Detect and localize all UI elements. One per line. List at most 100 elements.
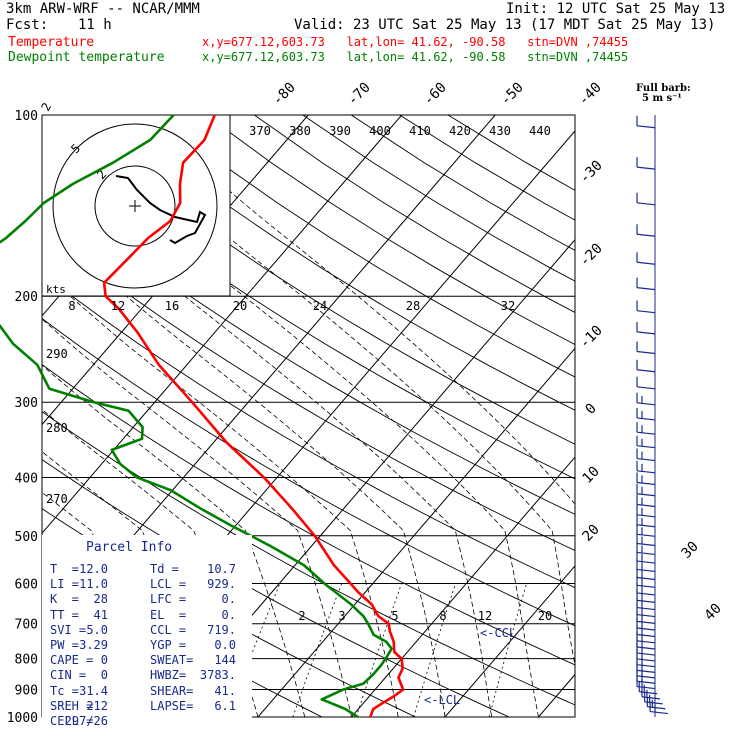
wind-key-label: Full barb:: [636, 83, 691, 94]
isotherm-line: [351, 456, 575, 717]
wind-barb: [636, 685, 656, 690]
pressure-tick-label: 100: [15, 109, 38, 124]
wind-barb: [636, 503, 656, 508]
isotherm-label: -40: [576, 80, 605, 109]
pressure-tick-label: 1000: [7, 711, 38, 726]
wind-barb: [636, 287, 656, 291]
plot-frame: [41, 114, 576, 718]
wind-barb: [636, 233, 656, 237]
dry-adiabat: [108, 115, 575, 411]
theta-e-label: 370: [249, 124, 271, 138]
mixing-ratio-label: 8: [68, 299, 75, 313]
parcel-value: 212: [86, 698, 108, 713]
isotherm-label: 0: [583, 401, 600, 418]
parcel-value: HWBZ=: [150, 668, 187, 683]
dry-adiabat: [399, 115, 575, 221]
wind-barb: [636, 551, 656, 556]
parcel-value: SVI =: [50, 622, 87, 637]
pressure-tick-label: 200: [15, 290, 38, 305]
isotherm-line: [538, 673, 575, 717]
theta-e-label: 420: [449, 124, 471, 138]
mixing-ratio-label: 20: [538, 609, 552, 623]
hodograph-trace: [115, 175, 207, 245]
isotherm-label: 20: [580, 522, 603, 545]
parcel-value: 0.: [221, 592, 236, 607]
moist-adiabat: [42, 364, 306, 717]
dry-adiabat: [60, 115, 575, 445]
mixing-ratio-label: 8: [439, 609, 446, 623]
mixing-ratio-line: [292, 583, 343, 717]
moist-adiabat: [42, 217, 446, 717]
parcel-value: 28: [93, 592, 108, 607]
wind-barb: [636, 445, 656, 449]
wind-barb: [636, 680, 656, 684]
legend-temperature-info: x,y=677.12,603.73 lat,lon= 41.62, -90.58…: [202, 35, 629, 49]
wind-barb: [636, 646, 656, 650]
dry-adiabat: [350, 115, 575, 251]
parcel-value: EL =: [150, 607, 187, 622]
mixing-ratio-label: 12: [478, 609, 492, 623]
forecast-hour: 11 h: [78, 17, 112, 33]
parcel-value: 0: [100, 668, 108, 683]
wind-barb: [636, 675, 656, 679]
hodograph-ring: [94, 165, 176, 247]
theta-e-label: 390: [329, 124, 351, 138]
parcel-value: CELL =: [50, 714, 94, 728]
parcel-value: SWEAT=: [150, 653, 194, 668]
parcel-value: 3.29: [79, 638, 108, 652]
wind-barb: [636, 606, 656, 611]
wind-barb: [636, 493, 656, 497]
mixing-ratio-label: 20: [233, 299, 247, 313]
legend-dewpoint-info: x,y=677.12,603.73 lat,lon= 41.62, -90.58…: [202, 50, 629, 64]
parcel-value: YGP =: [150, 638, 187, 652]
parcel-value: LFC =: [150, 592, 187, 607]
wind-barb: [636, 417, 656, 421]
wind-barb: [636, 350, 656, 355]
wind-barb: [636, 457, 656, 462]
wind-barb: [636, 584, 656, 588]
hodograph-unit: kts: [46, 283, 66, 296]
parcel-value: 11.0: [79, 577, 108, 592]
wind-barb: [636, 331, 656, 335]
wind-barb: [636, 652, 656, 656]
parcel-value: LI =: [50, 577, 79, 592]
moist-adiabat: [147, 115, 575, 505]
legend-dewpoint-name: Dewpoint temperature: [8, 50, 165, 65]
isotherm-label: -60: [421, 80, 450, 109]
wind-barb: [649, 710, 669, 715]
wind-barb: [636, 514, 656, 518]
isotherm-line: [444, 565, 575, 717]
parcel-value: 10.7: [207, 562, 236, 576]
wind-barb: [636, 599, 656, 603]
dry-adiabat: [42, 183, 575, 515]
parcel-value: 6.1: [214, 698, 236, 713]
parcel-value: Tc =: [50, 683, 79, 698]
dry-adiabat: [205, 115, 575, 346]
pressure-tick-label: 800: [15, 653, 38, 668]
moist-adiabat: [96, 115, 575, 668]
adiabat-label: 270: [46, 492, 68, 506]
lcl-annotation: <-LCL: [424, 693, 460, 707]
isotherm-label: 30: [679, 539, 702, 562]
isotherm-label: 10: [580, 464, 603, 487]
wind-barb: [636, 613, 656, 618]
hodograph-ring: [52, 123, 218, 289]
parcel-value: CCL =: [150, 622, 187, 637]
wind-barb: [636, 261, 656, 265]
wind-barb: [636, 386, 656, 390]
wind-barb: [636, 431, 656, 435]
isotherm-label: 40: [702, 601, 725, 624]
mixing-ratio-label: 12: [111, 299, 125, 313]
moist-adiabat: [46, 115, 539, 717]
isotherm-line: [42, 115, 403, 535]
dry-adiabat: [42, 410, 575, 706]
parcel-value: 719.: [207, 622, 236, 637]
pressure-tick-label: 700: [15, 618, 38, 633]
moist-adiabat: [42, 269, 399, 717]
parcel-value: 5.0: [86, 622, 108, 637]
pressure-tick-label: 600: [15, 577, 38, 592]
mixing-ratio-label: 28: [406, 299, 420, 313]
parcel-value: K =: [50, 592, 79, 607]
mixing-ratio-label: 16: [165, 299, 179, 313]
pressure-tick-label: 900: [15, 683, 38, 698]
